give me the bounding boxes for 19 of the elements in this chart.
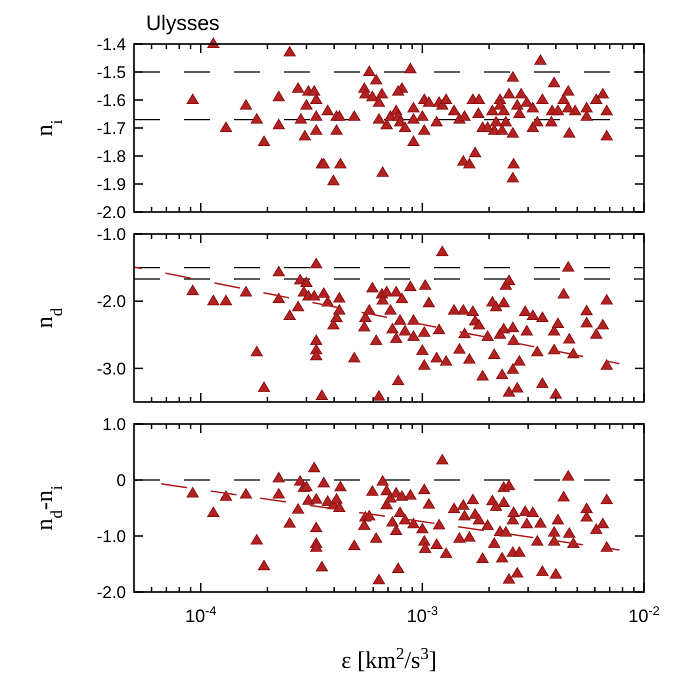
x-tick-label: 10$^{-4}$ <box>185 604 216 626</box>
y-tick-label: -1.4 <box>96 35 126 54</box>
y-tick-label: -1.0 <box>96 225 126 244</box>
chart-title: Ulysses <box>146 12 220 35</box>
y-tick-label: 0 <box>116 471 126 490</box>
y-tick-label: -1.7 <box>96 119 126 138</box>
y-tick-label: -1.0 <box>96 527 126 546</box>
y-tick-label: -1.9 <box>96 175 126 194</box>
y-tick-label: -1.8 <box>96 147 126 166</box>
y-tick-label: -2.0 <box>96 203 126 222</box>
y-tick-label: -2.0 <box>96 583 126 602</box>
y-tick-label: -2.0 <box>96 292 126 312</box>
y-tick-label: -1.5 <box>96 63 126 82</box>
x-tick-label: 10$^{-2}$ <box>628 604 660 626</box>
y-tick-label: -3.0 <box>96 359 126 378</box>
y-tick-label: 1.0 <box>102 415 126 434</box>
y-tick-label: -1.6 <box>96 91 126 110</box>
x-axis-title: ε [km$^{2}$/s$^{3}$] <box>341 644 437 674</box>
x-tick-label: 10$^{-3}$ <box>406 604 438 626</box>
